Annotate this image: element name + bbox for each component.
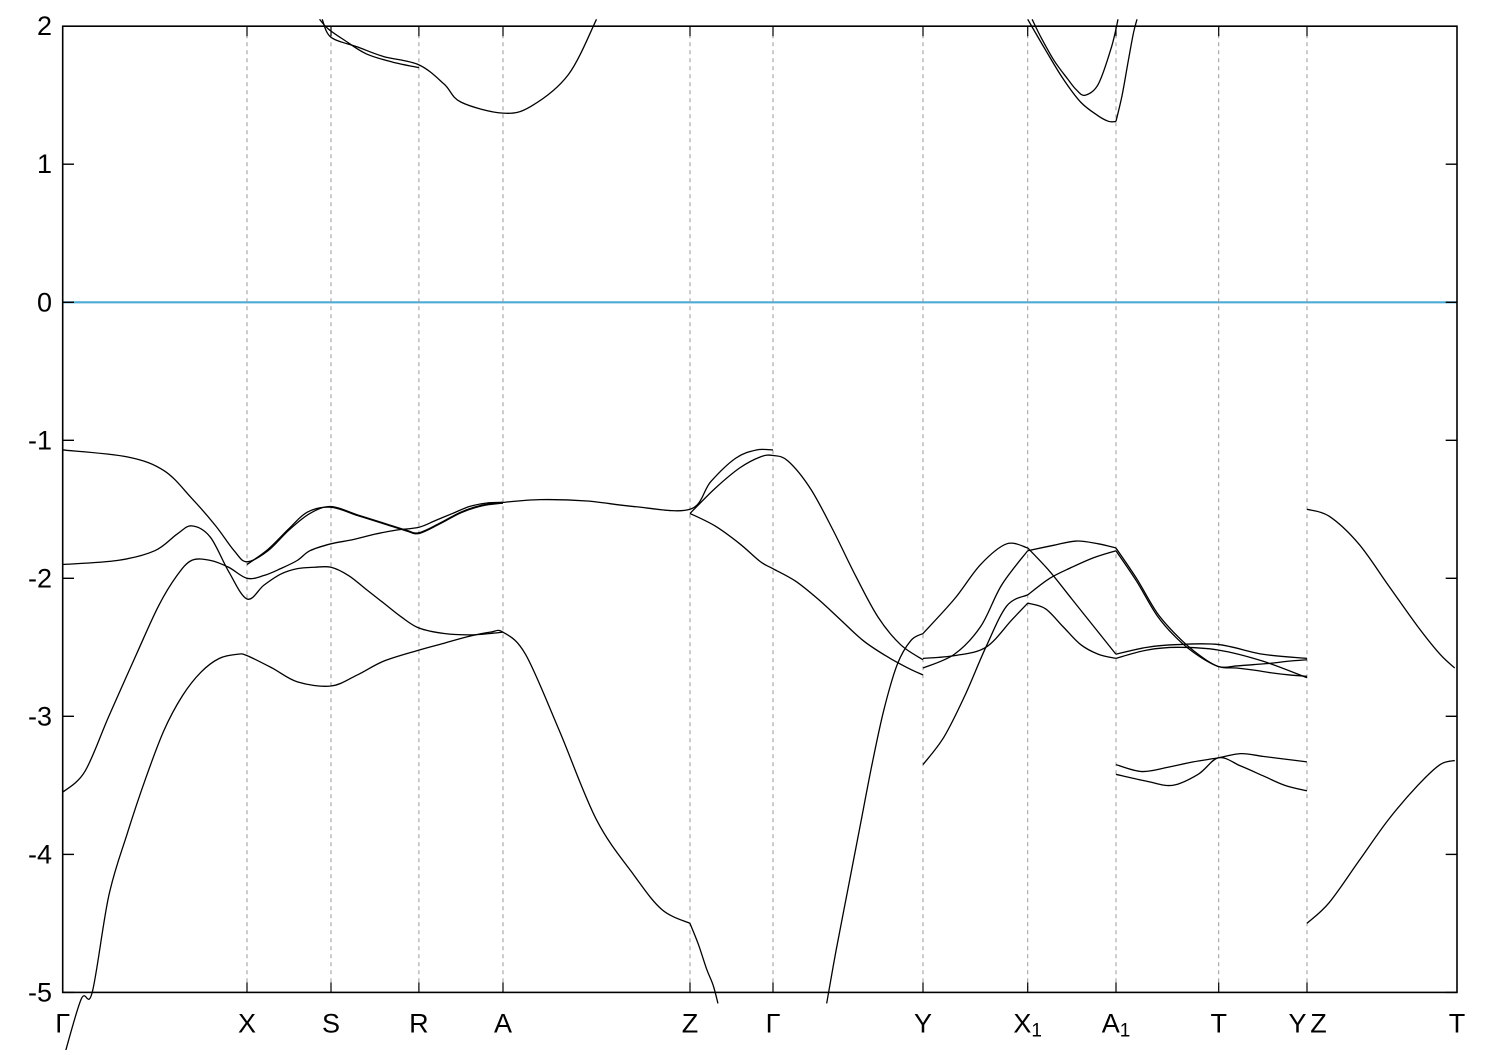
svg-text:Z: Z: [1310, 1008, 1327, 1038]
svg-text:A1: A1: [1102, 1008, 1131, 1041]
svg-text:Γ: Γ: [766, 1008, 781, 1038]
svg-text:X1: X1: [1013, 1008, 1042, 1041]
svg-text:-1: -1: [28, 425, 52, 455]
svg-text:T: T: [1449, 1008, 1466, 1038]
svg-text:X: X: [238, 1008, 256, 1038]
svg-text:R: R: [409, 1008, 429, 1038]
svg-text:Y: Y: [914, 1008, 932, 1038]
svg-text:T: T: [1210, 1008, 1227, 1038]
svg-text:-3: -3: [28, 701, 52, 731]
svg-text:Z: Z: [682, 1008, 699, 1038]
svg-text:Γ: Γ: [55, 1008, 70, 1038]
svg-text:S: S: [322, 1008, 340, 1038]
svg-text:2: 2: [37, 11, 52, 41]
svg-text:0: 0: [37, 287, 52, 317]
svg-text:-2: -2: [28, 563, 52, 593]
svg-text:Y: Y: [1288, 1008, 1306, 1038]
svg-text:1: 1: [37, 149, 52, 179]
svg-text:-5: -5: [28, 977, 52, 1007]
svg-text:-4: -4: [28, 839, 52, 869]
svg-text:A: A: [494, 1008, 512, 1038]
